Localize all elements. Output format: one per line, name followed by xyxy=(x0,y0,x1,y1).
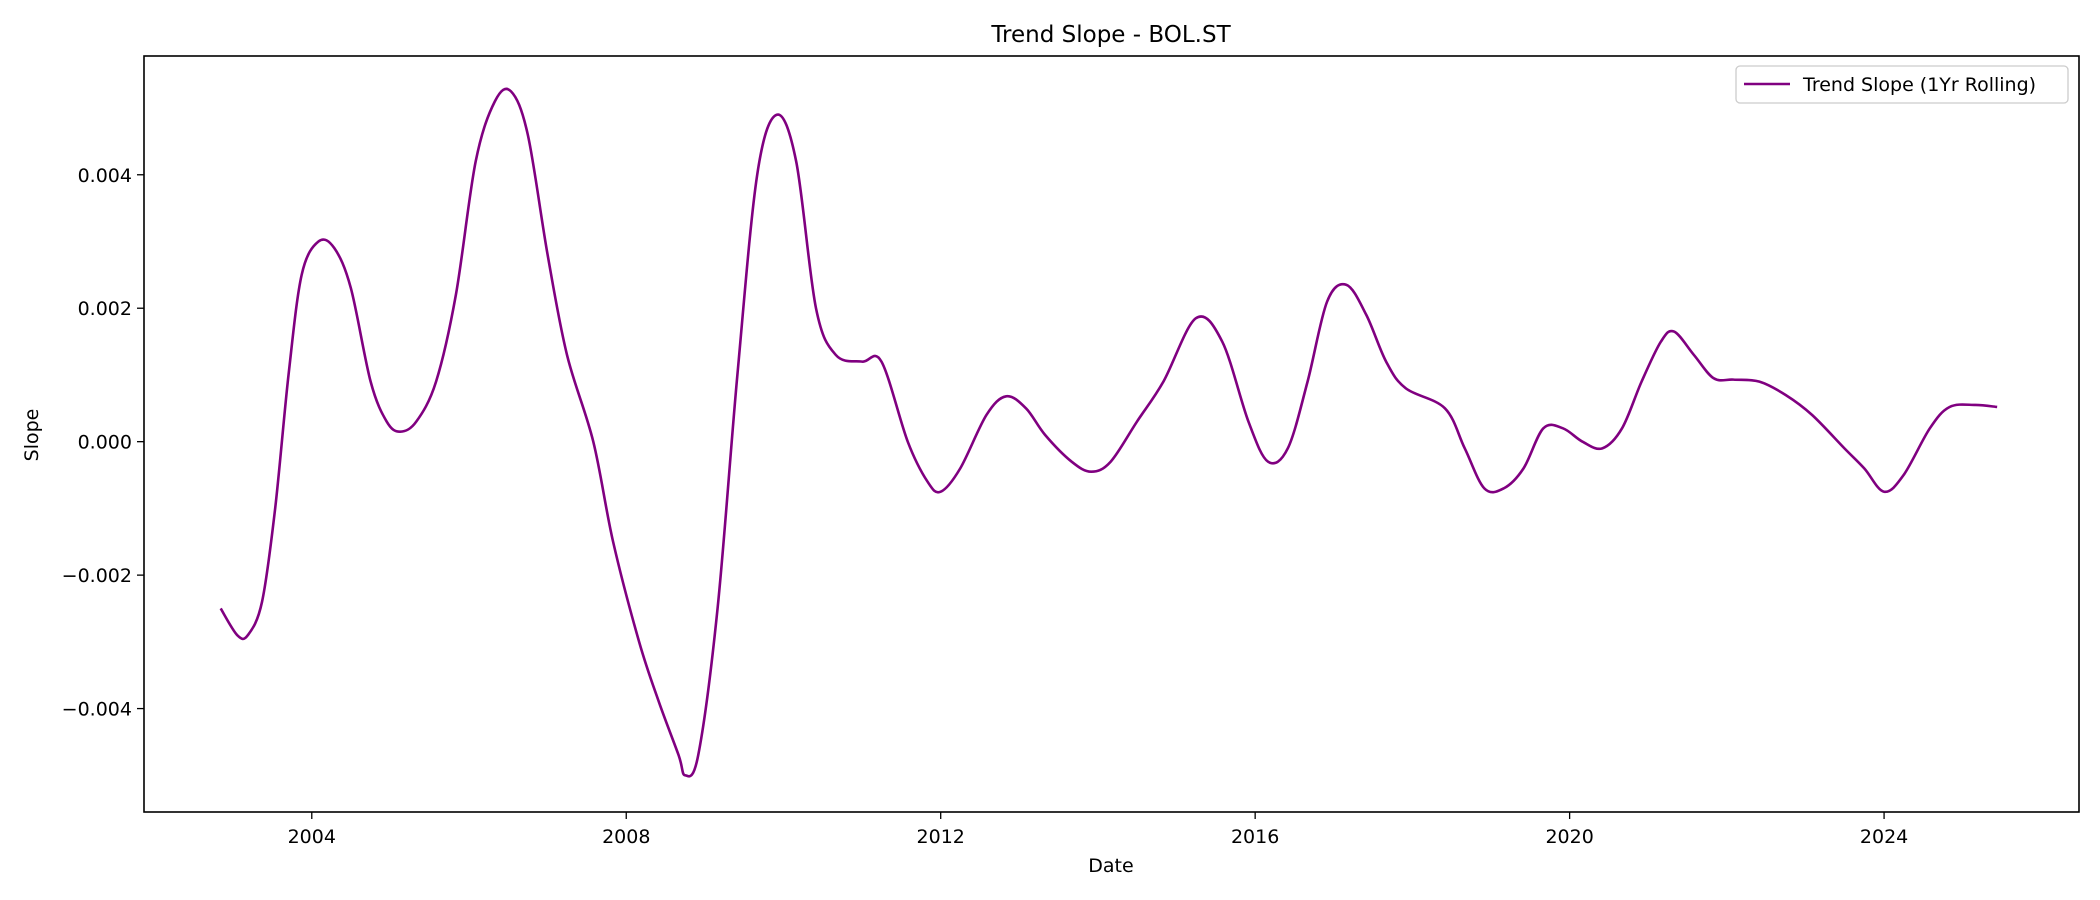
chart-title: Trend Slope - BOL.ST xyxy=(990,22,1231,48)
y-axis-label: Slope xyxy=(21,409,43,462)
plot-area xyxy=(143,55,2080,813)
x-axis-label: Date xyxy=(1088,855,1133,877)
legend: Trend Slope (1Yr Rolling) xyxy=(1735,65,2069,104)
y-tick-label: −0.002 xyxy=(62,565,132,587)
x-tick-label: 2020 xyxy=(1545,826,1593,848)
x-tick-label: 2016 xyxy=(1231,826,1279,848)
x-axis: 2004 2008 2012 2016 2020 2024 xyxy=(288,812,1908,848)
x-tick-label: 2012 xyxy=(917,826,965,848)
legend-box xyxy=(1735,65,2069,104)
x-tick-label: 2024 xyxy=(1860,826,1908,848)
series-layer xyxy=(219,87,1998,778)
x-tick-label: 2004 xyxy=(288,826,336,848)
y-tick-label: 0.000 xyxy=(78,432,132,454)
plot-frame xyxy=(143,55,2080,813)
legend-series-label: Trend Slope (1Yr Rolling) xyxy=(1802,74,2036,96)
y-tick-label: −0.004 xyxy=(62,699,132,721)
x-tick-label: 2008 xyxy=(602,826,650,848)
y-axis: −0.004 −0.002 0.000 0.002 0.004 xyxy=(62,165,144,721)
y-tick-label: 0.002 xyxy=(78,298,132,320)
y-tick-label: 0.004 xyxy=(78,165,132,187)
series-line-trend-slope xyxy=(219,87,1998,778)
